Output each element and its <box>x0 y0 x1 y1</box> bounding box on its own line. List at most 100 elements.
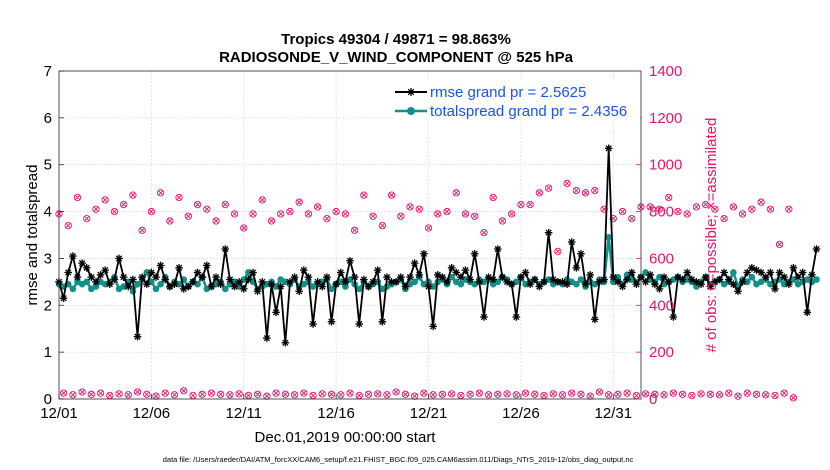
possible-obs-point <box>517 200 525 209</box>
marker-stroke <box>130 192 136 198</box>
marker-stroke <box>550 391 556 397</box>
marker-stroke <box>467 391 473 397</box>
marker-stroke <box>573 264 580 271</box>
possible-obs-point <box>78 388 86 396</box>
assimilated-obs-point <box>194 201 201 208</box>
assimilated-obs-point <box>703 201 709 208</box>
rmse-point <box>304 273 313 281</box>
marker-stroke <box>522 390 529 396</box>
marker-stroke <box>703 201 709 208</box>
possible-obs-point <box>249 210 257 218</box>
totalspread-point <box>134 280 141 288</box>
marker-stroke <box>356 320 363 328</box>
assimilated-obs-point <box>125 392 131 398</box>
assimilated-obs-point <box>698 391 704 397</box>
assimilated-obs-point <box>93 206 99 212</box>
rmse-point <box>73 273 82 281</box>
assimilated-obs-point <box>541 392 547 399</box>
totalspread-point <box>355 285 363 293</box>
possible-obs-point <box>447 390 456 398</box>
assimilated-obs-point <box>615 391 621 397</box>
rmse-point <box>110 275 119 284</box>
marker-stroke <box>679 391 686 397</box>
assimilated-obs-point <box>287 208 293 215</box>
assimilated-obs-point <box>689 392 695 399</box>
rmse-point <box>701 273 710 281</box>
assimilated-obs-point <box>356 392 362 399</box>
marker-stroke <box>185 213 191 219</box>
rmse-point <box>641 278 650 286</box>
rmse-point <box>734 287 742 296</box>
possible-obs-point <box>337 391 345 399</box>
assimilated-obs-point <box>444 208 450 215</box>
marker-stroke <box>323 274 331 281</box>
marker-stroke <box>241 225 247 231</box>
marker-stroke <box>199 274 206 281</box>
marker-stroke <box>748 264 756 271</box>
marker-stroke <box>614 278 622 286</box>
assimilated-obs-point <box>144 391 150 397</box>
rmse-point <box>623 275 631 284</box>
possible-obs-point <box>170 391 179 399</box>
assimilated-obs-point <box>753 391 760 397</box>
totalspread-point <box>148 278 155 286</box>
marker-stroke <box>65 269 72 276</box>
rmse-point <box>373 266 382 274</box>
assimilated-obs-point <box>485 392 492 398</box>
marker-stroke <box>111 208 118 215</box>
marker-stroke <box>148 269 155 276</box>
marker-stroke <box>661 392 667 398</box>
rmse-point <box>540 278 548 286</box>
marker-stroke <box>536 190 542 196</box>
rmse-point <box>142 280 151 288</box>
totalspread-point <box>429 283 437 290</box>
assimilated-obs-point <box>569 390 575 396</box>
possible-obs-point <box>332 207 340 216</box>
marker-stroke <box>439 274 446 281</box>
assimilated-obs-point <box>61 390 67 396</box>
marker-stroke <box>74 274 81 281</box>
marker-stroke <box>435 211 441 217</box>
marker-stroke <box>125 392 131 398</box>
marker-stroke <box>88 274 95 281</box>
marker-stroke <box>365 391 372 397</box>
assimilated-obs-point <box>435 211 441 217</box>
marker-stroke <box>767 269 774 276</box>
rmse-point <box>332 280 340 288</box>
assimilated-obs-point <box>347 390 353 396</box>
rmse-point <box>119 273 128 281</box>
assimilated-obs-point <box>453 190 459 196</box>
rmse-point <box>669 313 678 321</box>
totalspread-point <box>471 280 479 288</box>
marker-stroke <box>546 185 552 191</box>
marker-stroke <box>490 276 497 283</box>
marker-stroke <box>301 390 307 396</box>
rmse-point <box>346 256 354 265</box>
marker-stroke <box>471 250 478 257</box>
marker-stroke <box>508 281 515 288</box>
possible-obs-point <box>96 389 105 397</box>
marker-stroke <box>332 281 340 288</box>
assimilated-obs-point <box>716 392 723 398</box>
totalspread-point <box>748 273 756 281</box>
assimilated-obs-point <box>518 201 524 208</box>
rmse-point <box>175 264 183 272</box>
marker-stroke <box>790 395 797 401</box>
plot-frame <box>58 70 642 400</box>
marker-stroke <box>116 391 122 397</box>
assimilated-obs-point <box>176 194 182 201</box>
y2-tick-label: 1000 <box>649 157 682 174</box>
possible-obs-point <box>87 390 95 398</box>
marker-stroke <box>425 225 432 231</box>
y2-tick-label: 1200 <box>649 110 682 127</box>
marker-stroke <box>623 276 631 283</box>
rmse-point <box>567 238 576 246</box>
marker-stroke <box>310 392 316 399</box>
assimilated-obs-point <box>213 218 219 224</box>
marker-stroke <box>231 211 238 217</box>
marker-stroke <box>499 274 506 281</box>
rmse-point <box>429 322 437 331</box>
assimilated-obs-point <box>352 227 358 233</box>
marker-stroke <box>563 281 571 288</box>
y2-tick-label: 400 <box>649 297 674 314</box>
